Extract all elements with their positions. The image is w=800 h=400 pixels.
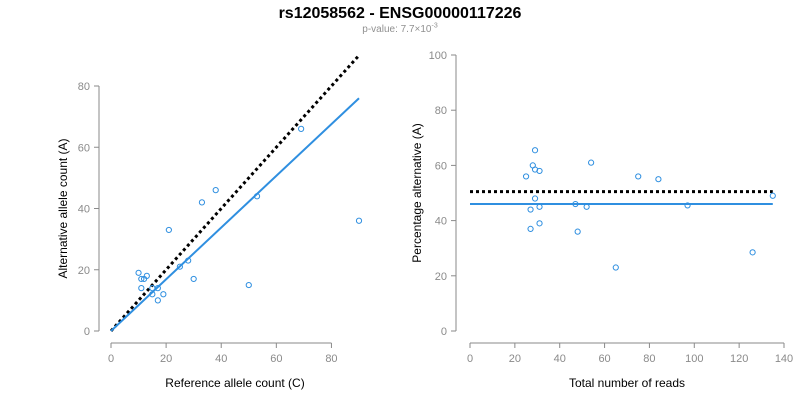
x-axis-label: Total number of reads [569,376,685,390]
data-point [135,269,142,276]
x-tick-label: 60 [598,353,610,365]
x-tick-label: 80 [325,353,337,365]
x-axis-label: Reference allele count (C) [165,376,304,390]
x-tick-label: 40 [554,353,566,365]
data-point [298,125,305,132]
data-point [583,203,590,210]
data-point [574,228,581,235]
data-point [253,193,261,200]
x-tick-label: 0 [467,353,473,365]
data-point [655,176,662,183]
data-point [154,297,161,304]
chart-subtitle-pvalue: p-value: 7.7×10-3 [0,22,800,35]
data-point [527,206,534,213]
y-tick-label: 80 [78,81,90,93]
data-point [684,202,691,209]
y-tick-label: 60 [78,142,90,154]
scatter-panel-percentage: 0 20 40 60 80 100 0 20 40 60 80 100 120 140 Total numb… [410,50,793,390]
data-point [355,217,363,224]
reference-line [109,54,361,333]
x-tick-label: 60 [270,353,282,365]
data-point [527,225,534,232]
data-point [176,263,183,270]
pvalue-exponent: -3 [431,22,438,30]
data-point [154,285,161,292]
data-point [536,167,543,175]
data-point [165,226,172,234]
data-point [143,272,150,279]
y-tick-label: 60 [435,160,447,172]
y-tick-label: 0 [84,326,90,338]
data-point [245,281,252,289]
data-point [572,200,579,208]
x-tick-label: 40 [215,353,227,365]
data-point [190,275,197,283]
data-point [160,291,167,298]
data-point [536,203,543,210]
y-tick-label: 0 [441,326,447,338]
data-point [149,291,156,298]
y-tick-label: 40 [435,216,447,228]
data-point [212,187,219,194]
x-tick-label: 20 [160,353,172,365]
data-point [198,199,206,206]
data-point [138,285,145,292]
pvalue-text: p-value: 7.7×10 [362,24,432,35]
data-point [522,173,530,180]
y-tick-label: 20 [435,271,447,283]
data-point [185,257,192,264]
chart-title: rs12058562 - ENSG00000117226 [278,5,522,22]
data-point [769,192,776,199]
x-tick-label: 80 [643,353,655,365]
data-point [635,173,642,180]
x-tick-label: 20 [509,353,521,365]
data-point [531,147,539,154]
y-axis-label: Percentage alternative (A) [410,123,424,262]
data-point [536,220,543,227]
y-tick-label: 100 [429,50,447,62]
data-point [588,159,595,166]
y-tick-label: 40 [78,204,90,216]
scatter-panel-allele-counts: 0 20 40 60 80 0 20 40 60 80 Reference allele count… [56,54,363,390]
data-point [138,275,145,283]
y-tick-label: 80 [435,105,447,117]
y-axis-label: Alternative allele count (A) [56,138,70,278]
data-point [612,264,619,271]
data-point [531,195,539,202]
x-tick-label: 120 [730,353,748,365]
x-tick-label: 140 [775,353,793,365]
fit-line [110,97,360,332]
x-tick-label: 100 [685,353,703,365]
y-tick-label: 20 [78,265,90,277]
data-point [749,249,756,256]
x-tick-label: 0 [108,353,114,365]
